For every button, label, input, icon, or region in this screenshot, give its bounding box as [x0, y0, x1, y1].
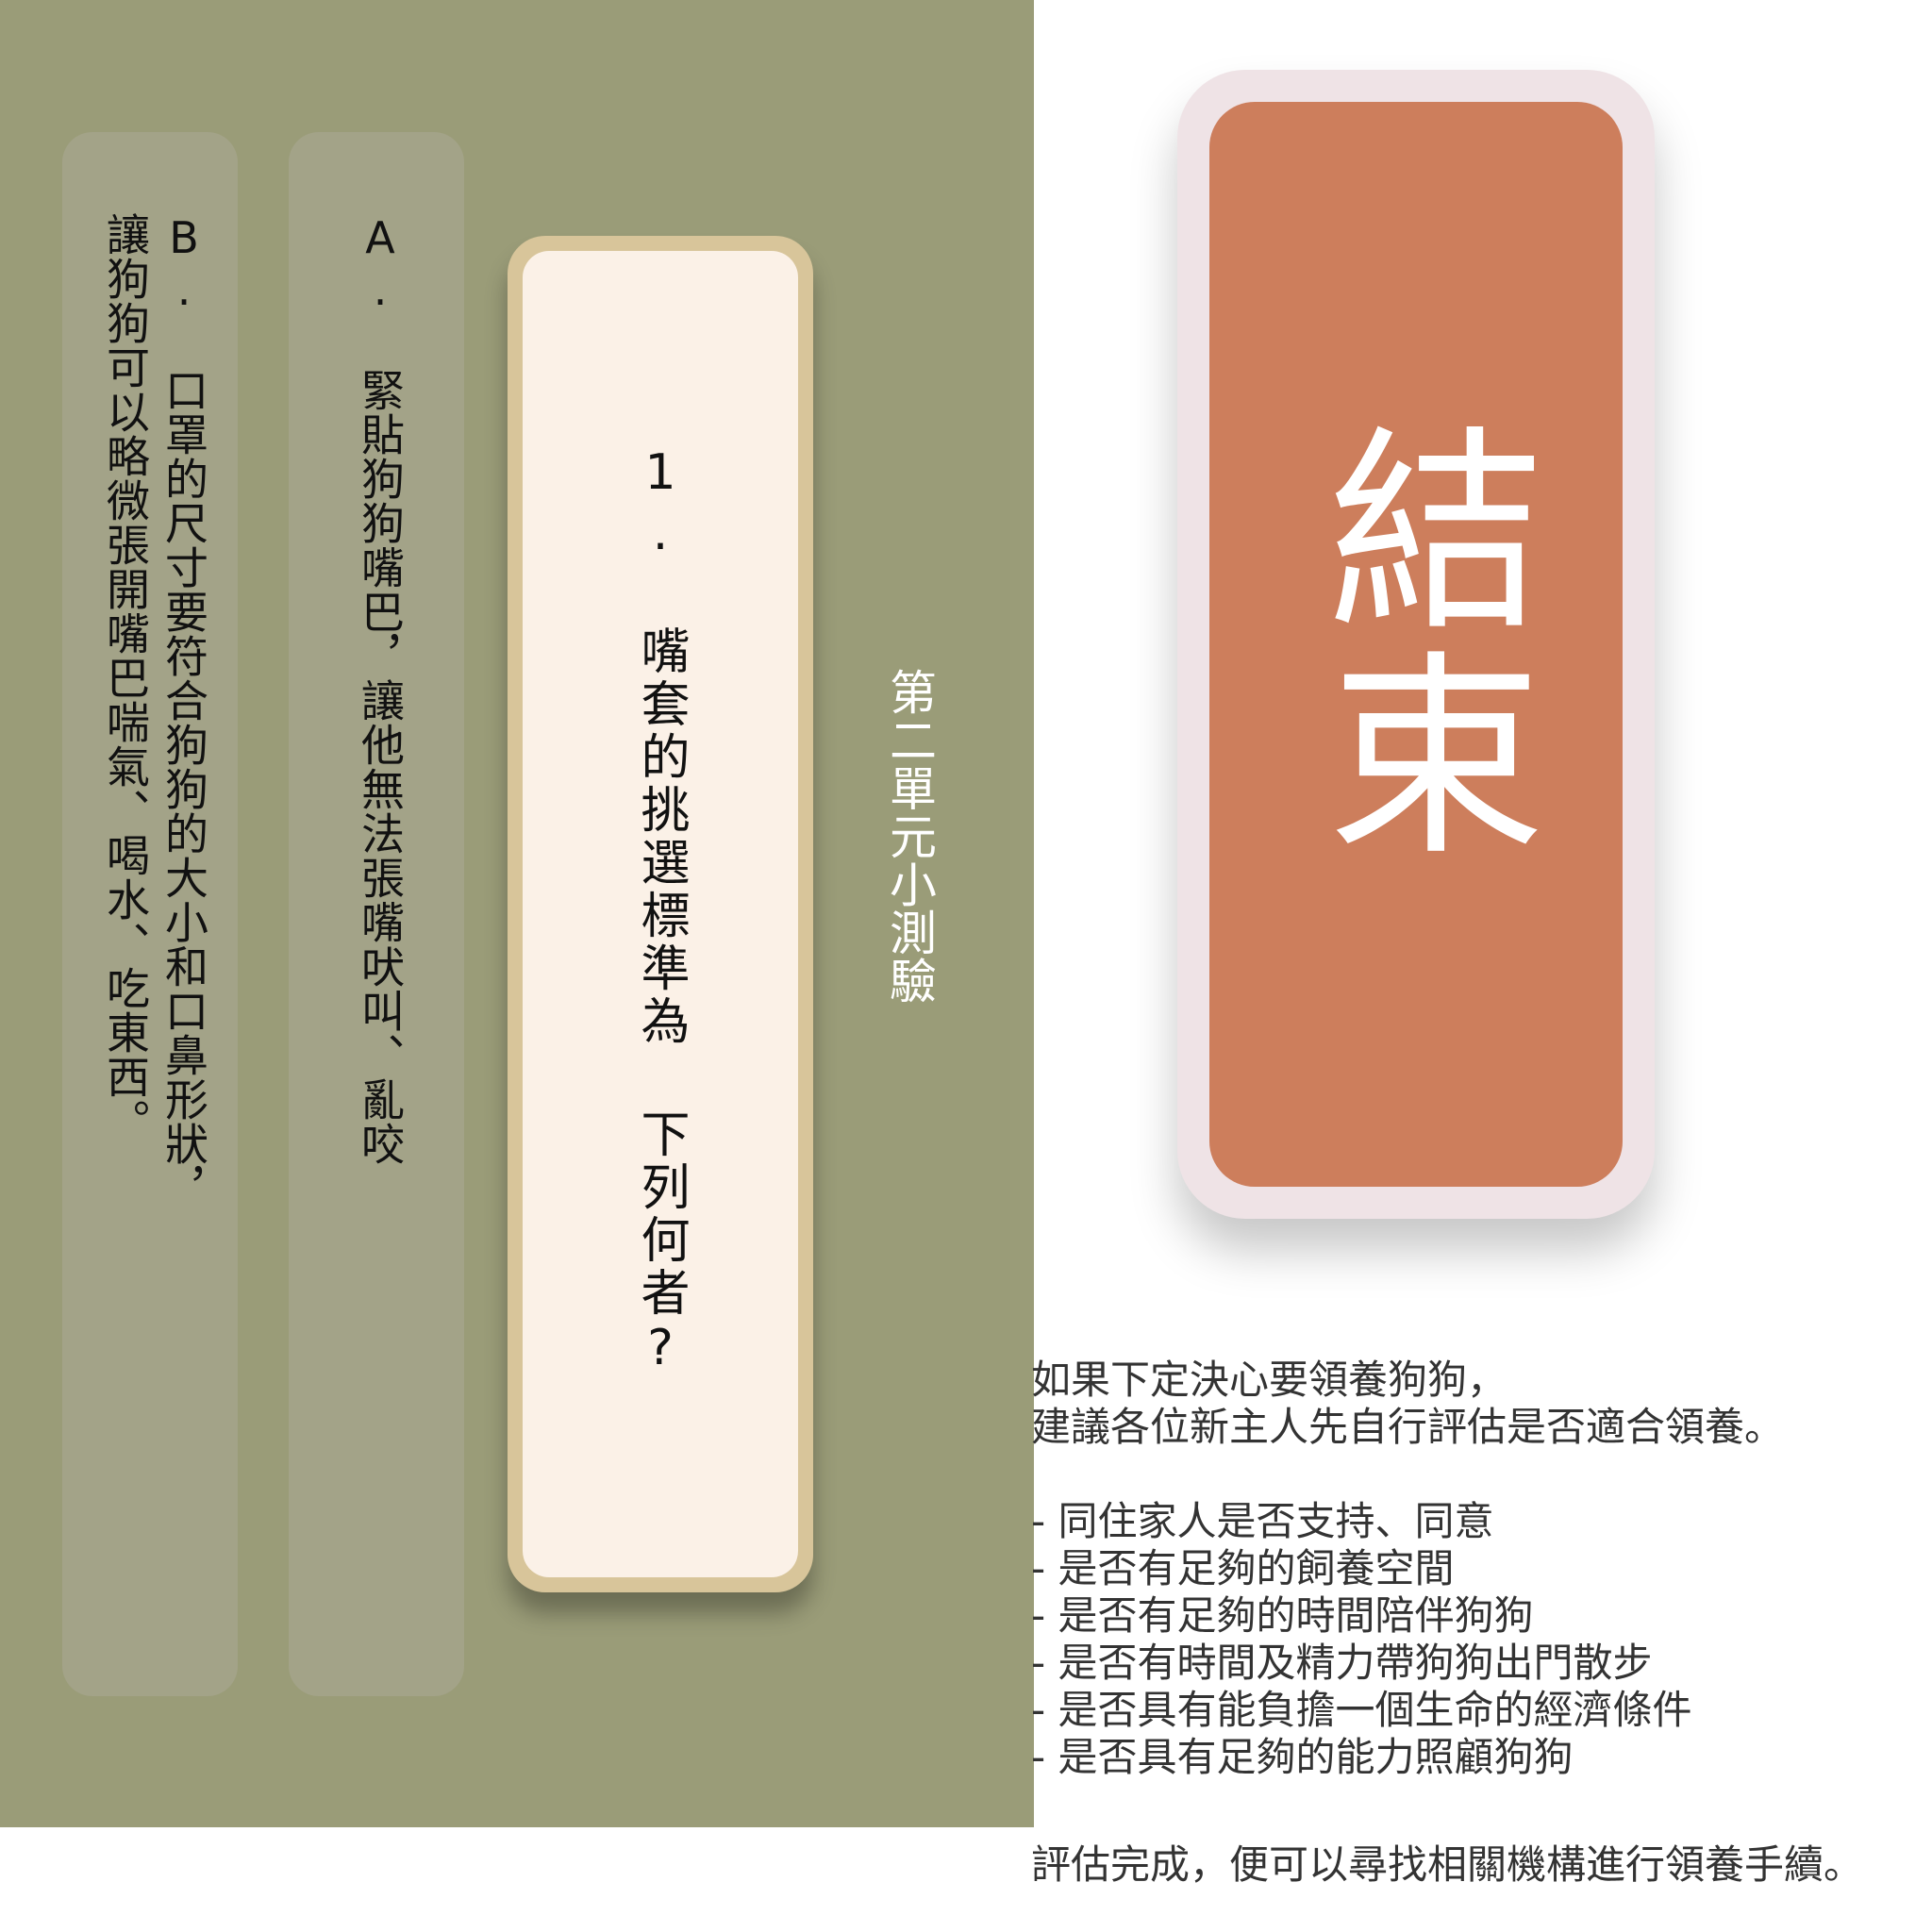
- checklist-item: - 是否具有能負擔一個生命的經濟條件: [1031, 1687, 1692, 1733]
- checklist-item: - 同住家人是否支持、同意: [1031, 1498, 1494, 1544]
- quiz-panel: B. 口罩的尺寸要符合狗狗的大小和口鼻形狀， 讓狗狗可以略微張開嘴巴喘氣、喝水、…: [0, 0, 1034, 1827]
- end-button-label: 結束: [1291, 418, 1542, 867]
- option-a-button[interactable]: A. 緊貼狗狗嘴巴，讓他無法張嘴吠叫、亂咬: [289, 132, 464, 1696]
- checklist-item: - 是否有足夠的時間陪伴狗狗: [1031, 1592, 1534, 1639]
- footer-text: 評估完成，便可以尋找相關機構進行領養手續。: [1031, 1841, 1864, 1888]
- option-b-line1: B. 口罩的尺寸要符合狗狗的大小和口鼻形狀，: [158, 212, 209, 1210]
- intro-line-1: 如果下定決心要領養狗狗，: [1031, 1357, 1507, 1403]
- checklist-item: - 是否有時間及精力帶狗狗出門散步: [1031, 1640, 1653, 1686]
- checklist-item: - 是否具有足夠的能力照顧狗狗: [1031, 1734, 1574, 1780]
- option-b-button[interactable]: B. 口罩的尺寸要符合狗狗的大小和口鼻形狀， 讓狗狗可以略微張開嘴巴喘氣、喝水、…: [62, 132, 238, 1696]
- option-b-text: B. 口罩的尺寸要符合狗狗的大小和口鼻形狀， 讓狗狗可以略微張開嘴巴喘氣、喝水、…: [96, 212, 213, 1210]
- adoption-info: 如果下定決心要領養狗狗， 建議各位新主人先自行評估是否適合領養。 - 同住家人是…: [1031, 1357, 1908, 1781]
- question-card-inner: 1. 嘴套的挑選標準為 下列何者?: [523, 251, 798, 1577]
- question-card: 1. 嘴套的挑選標準為 下列何者?: [508, 236, 813, 1592]
- option-a-text: A. 緊貼狗狗嘴巴，讓他無法張嘴吠叫、亂咬: [355, 212, 406, 1166]
- question-text: 1. 嘴套的挑選標準為 下列何者?: [632, 444, 689, 1380]
- spacer: [1031, 1451, 1908, 1498]
- unit-title: 第二單元小測驗: [882, 668, 937, 1005]
- checklist-item: - 是否有足夠的飼養空間: [1031, 1545, 1455, 1591]
- end-button-inner: 結束: [1209, 102, 1623, 1187]
- intro-line-2: 建議各位新主人先自行評估是否適合領養。: [1031, 1404, 1785, 1450]
- end-button[interactable]: 結束: [1177, 70, 1655, 1219]
- option-b-line2: 讓狗狗可以略微張開嘴巴喘氣、喝水、吃東西。: [100, 212, 151, 1143]
